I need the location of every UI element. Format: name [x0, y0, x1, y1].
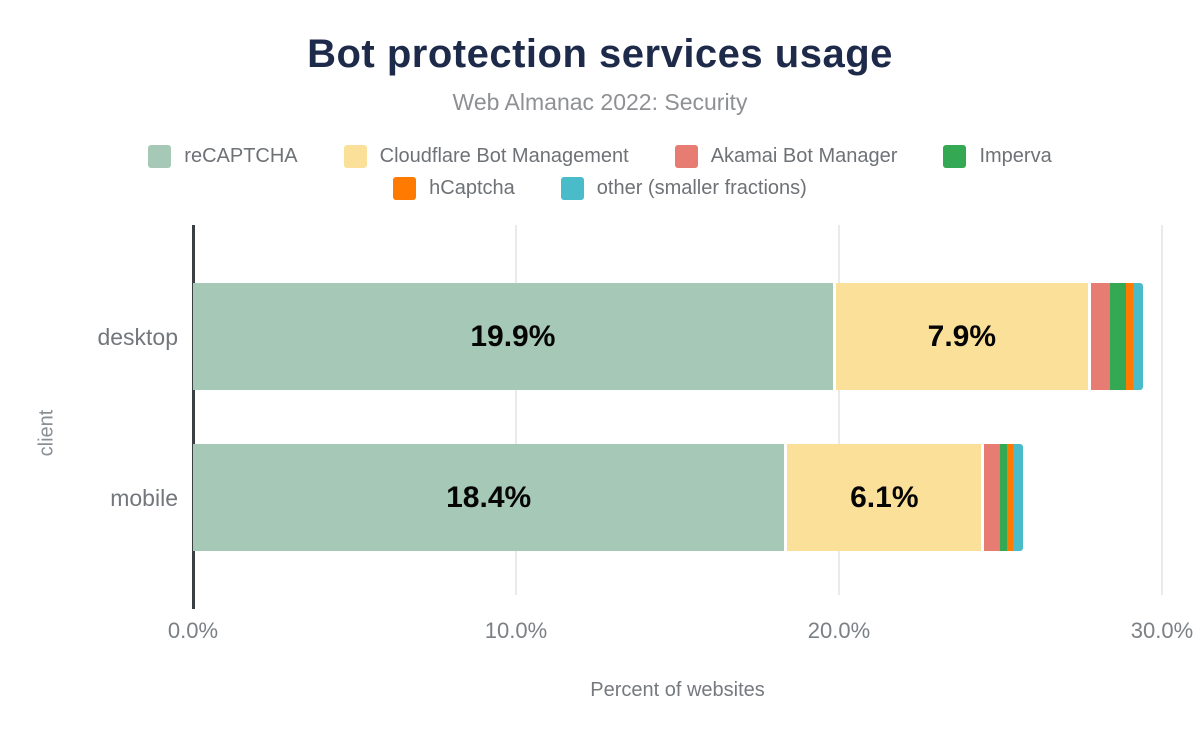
bar-segment	[984, 444, 1001, 551]
bar-segment: 19.9%	[193, 283, 836, 390]
legend-swatch-icon	[674, 144, 698, 168]
legend-label: other (smaller fractions)	[596, 176, 807, 199]
legend-item: Akamai Bot Manager	[674, 144, 898, 168]
value-label: 19.9%	[470, 319, 556, 353]
bar-segment: 6.1%	[787, 444, 985, 551]
x-tick-label: 30.0%	[1130, 618, 1194, 643]
x-tick-label: 20.0%	[807, 618, 871, 643]
value-label: 18.4%	[446, 480, 532, 514]
legend-item: reCAPTCHA	[148, 144, 298, 168]
legend-swatch-icon	[943, 144, 967, 168]
bar-segment	[1013, 444, 1024, 551]
legend-row: hCaptcha other (smaller fractions)	[0, 172, 1200, 204]
legend-label: Cloudflare Bot Management	[379, 144, 629, 167]
x-tick-label: 10.0%	[484, 618, 548, 643]
bar-segment: 7.9%	[835, 283, 1091, 390]
legend-item: Imperva	[943, 144, 1052, 168]
legend-swatch-icon	[343, 144, 367, 168]
value-label: 6.1%	[850, 480, 919, 514]
bar-segment	[1000, 444, 1007, 551]
legend-label: Imperva	[979, 144, 1052, 167]
legend-label: hCaptcha	[429, 176, 515, 199]
legend-item: Cloudflare Bot Management	[343, 144, 629, 168]
legend-swatch-icon	[393, 176, 417, 200]
gridline	[515, 225, 517, 595]
y-axis-title: client	[35, 409, 58, 457]
legend-label: Akamai Bot Manager	[710, 144, 898, 167]
bar-segment	[1090, 283, 1111, 390]
x-tick-label: 0.0%	[167, 618, 219, 643]
y-axis-line	[192, 225, 195, 609]
legend-row: reCAPTCHA Cloudflare Bot Management Akamai…	[0, 140, 1200, 172]
chart-subtitle: Web Almanac 2022: Security	[452, 89, 748, 115]
legend-swatch-icon	[560, 176, 584, 200]
legend: reCAPTCHA Cloudflare Bot Management Akamai…	[0, 140, 1200, 204]
legend-item: hCaptcha	[393, 176, 515, 200]
bar-segment	[1126, 283, 1133, 390]
bar-row-mobile: 18.4% 6.1%	[193, 444, 1024, 551]
legend-label: reCAPTCHA	[184, 144, 298, 167]
legend-swatch-icon	[148, 144, 172, 168]
gridline	[838, 225, 840, 595]
x-axis-title: Percent of websites	[590, 679, 765, 701]
bar-segment: 18.4%	[193, 444, 788, 551]
bar-segment	[1132, 283, 1143, 390]
bar-segment	[1110, 283, 1127, 390]
gridline	[1161, 225, 1163, 595]
legend-item: other (smaller fractions)	[560, 176, 807, 200]
bar-row-desktop: 19.9% 7.9%	[193, 283, 1143, 390]
y-category-label: desktop	[97, 323, 178, 350]
y-category-label: mobile	[110, 484, 178, 511]
value-label: 7.9%	[927, 319, 997, 353]
bar-segment	[1006, 444, 1014, 551]
chart-title: Bot protection services usage	[307, 32, 893, 76]
